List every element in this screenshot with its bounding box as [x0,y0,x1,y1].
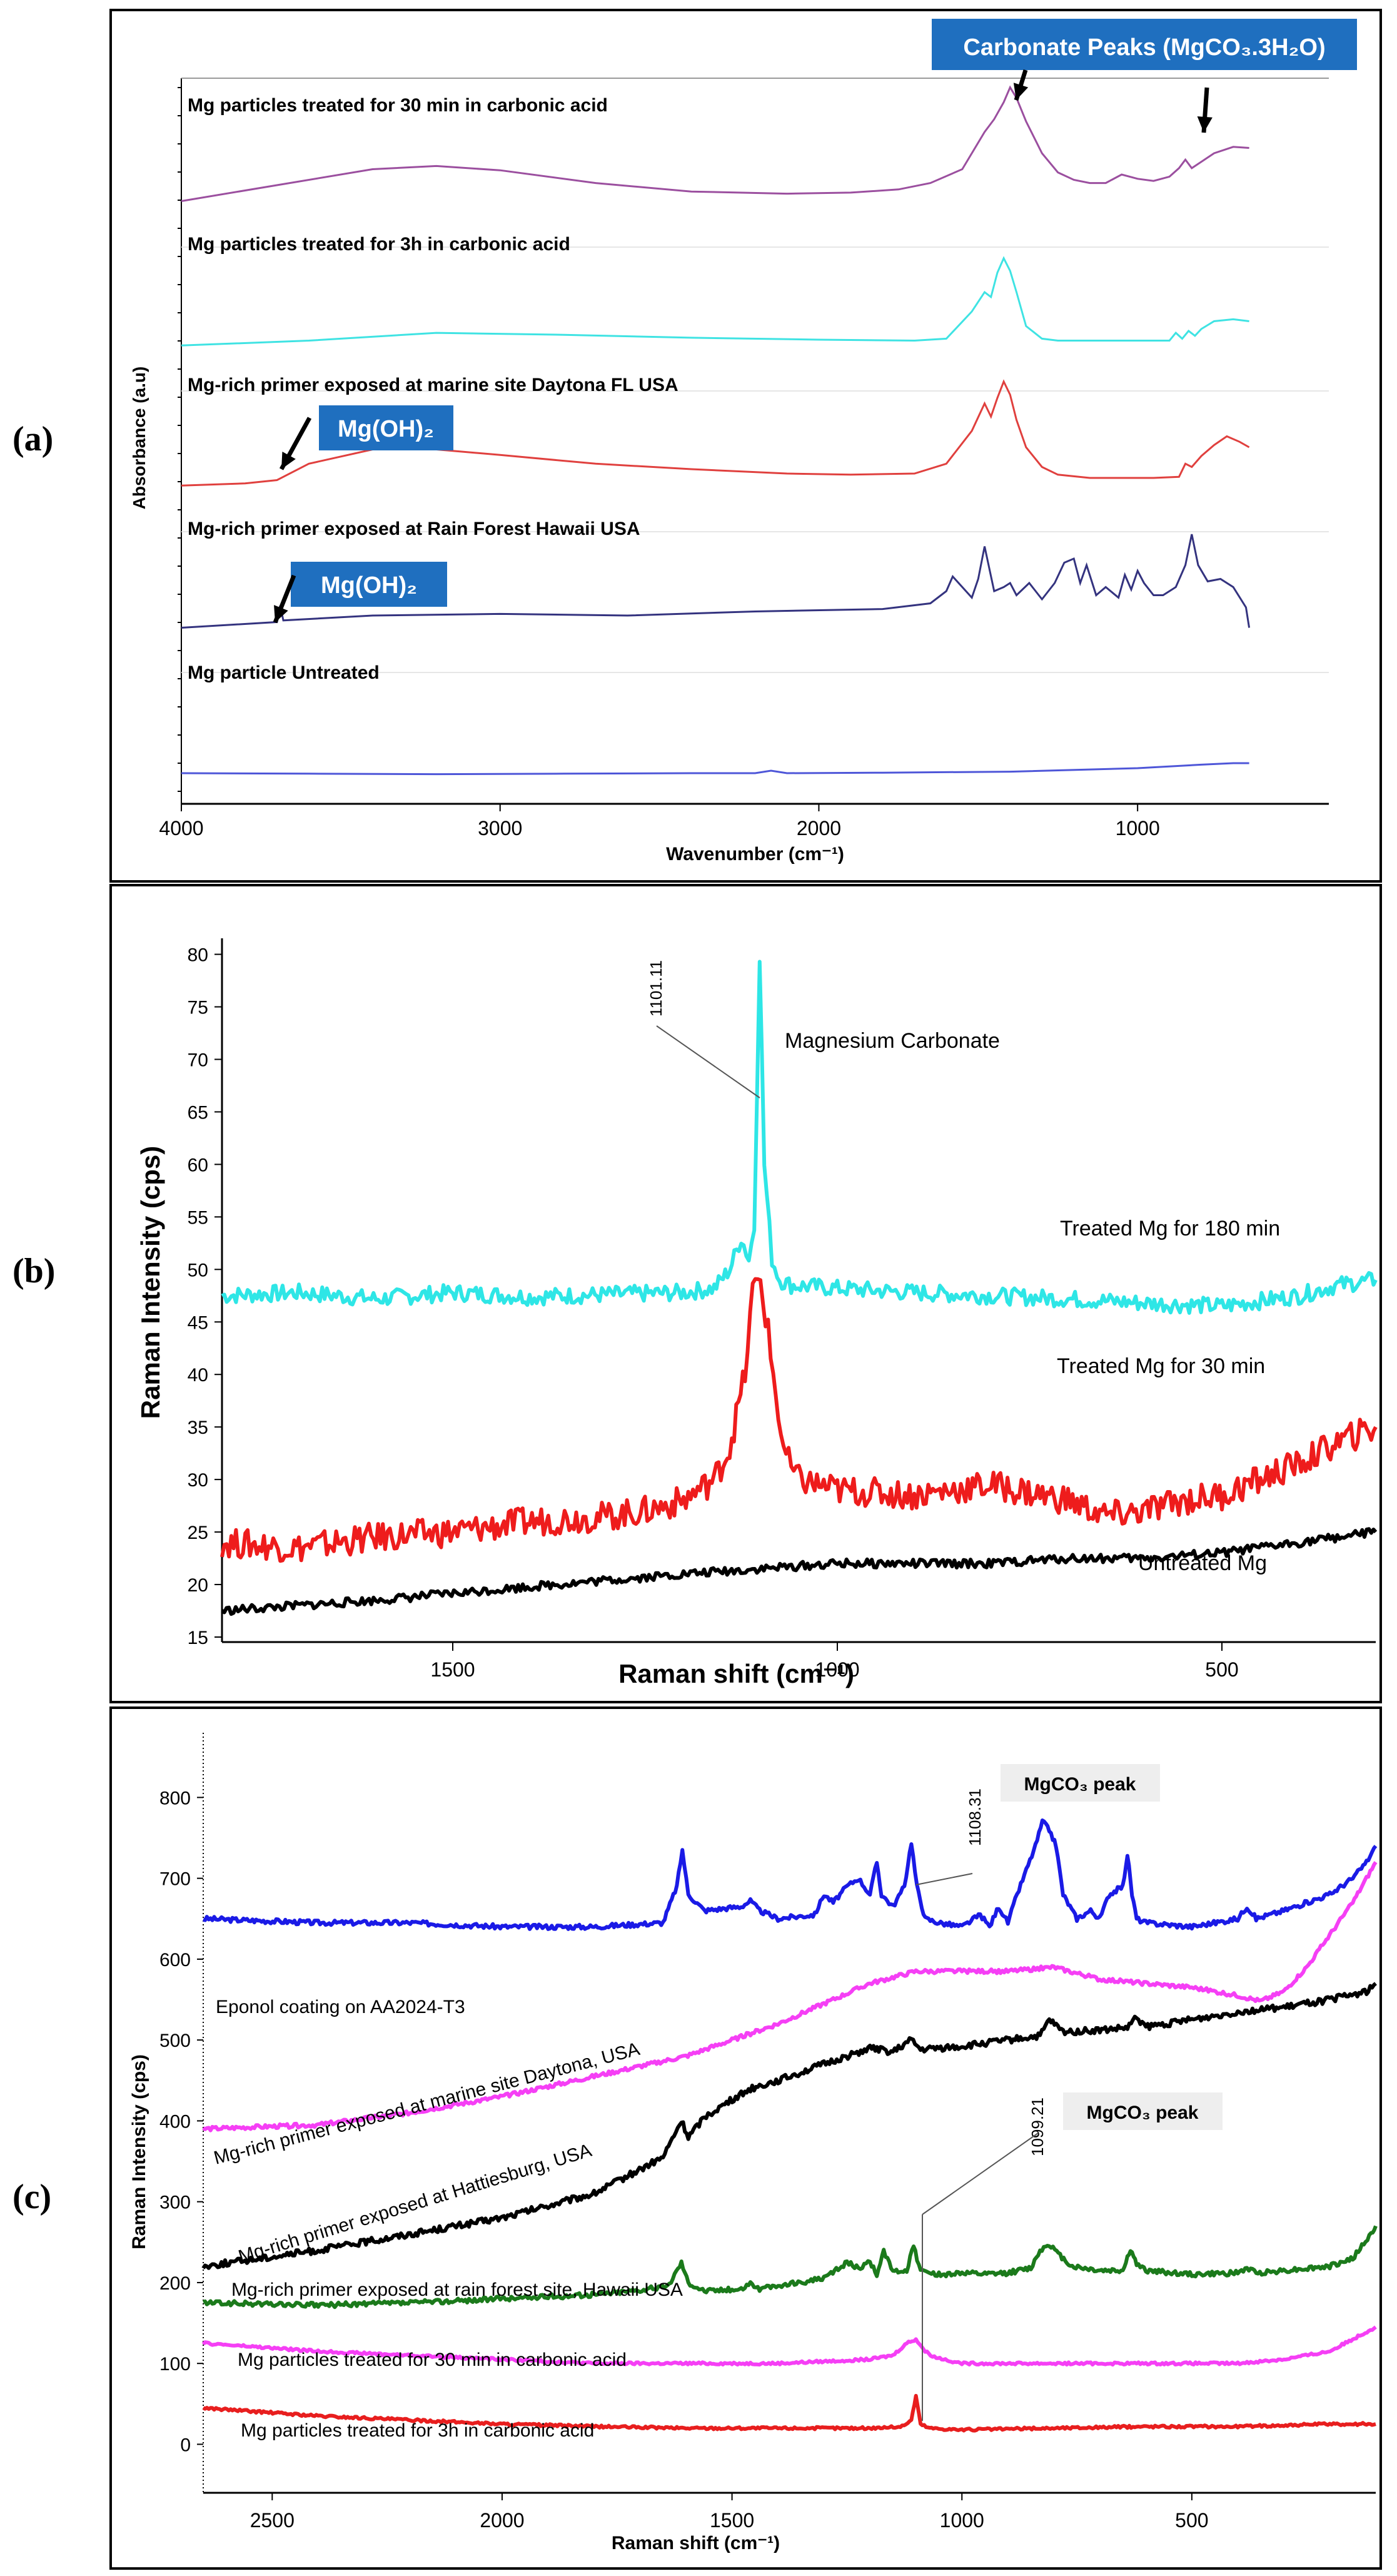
panel-a-series-label: Mg-rich primer exposed at marine site Da… [188,375,678,395]
panel-c-series-label: Eponol coating on AA2024-T3 [216,1997,465,2017]
panel-label-c: (c) [13,2178,52,2216]
panel-b-y-tick-label: 45 [188,1312,208,1333]
panel-a-x-tick-label: 1000 [1116,817,1160,839]
magnesium-carbonate-label: Magnesium Carbonate [785,1029,1000,1053]
panel-b-y-tick-label: 75 [188,998,208,1018]
panel-c-x-tick-label: 500 [1175,2509,1208,2532]
panel-b-x-tick-label: 1000 [815,1658,859,1681]
panel-b-y-tick-label: 65 [188,1102,208,1123]
annotation-box [932,19,1357,70]
panel-b-y-tick-label: 40 [188,1365,208,1386]
peak-leader-line [915,1873,973,1885]
mgco3-peak-label: MgCO₃ peak [1024,1774,1136,1795]
panel-a-x-label: Wavenumber (cm⁻¹) [666,844,844,865]
carbonate-arrow-head [1197,116,1213,133]
panel-a-series-line [181,762,1249,776]
panel-label-b: (b) [13,1252,56,1291]
annotation-box [319,405,453,450]
panel-a-series-line [181,85,1249,202]
mgoh2-arrow-head [281,452,296,469]
panel-label-a: (a) [13,420,54,459]
panel-b-y-tick-label: 70 [188,1050,208,1070]
mgoh2-annotation: Mg(OH)₂ [338,416,434,442]
carbonate-arrow-head [1013,83,1029,100]
panel-c-series-line [202,1861,1378,2132]
panel-c-y-tick-label: 300 [159,2193,191,2213]
panel-b-y-tick-label: 20 [188,1575,208,1596]
panel-c-y-tick-label: 0 [180,2435,191,2455]
panel-c-x-tick-label: 2500 [250,2509,295,2532]
panel-b-y-tick-label: 50 [188,1260,208,1280]
peak-leader-line [922,2132,1039,2215]
panel-b-series-line [221,960,1378,1315]
panel-b-y-tick-label: 25 [188,1523,208,1543]
peak-leader-line [656,1025,760,1098]
panel-c-y-label: Raman Intensity (cps) [129,2054,149,2249]
panel-a-x-tick-label: 3000 [478,817,522,839]
panel-a-series-label: Mg particles treated for 30 min in carbo… [188,95,608,116]
panel-b-series-label: Treated Mg for 180 min [1060,1217,1280,1240]
panel-b-series-line [220,1277,1378,1563]
panel-c-series-line [202,2225,1378,2310]
panel-a-x-tick-label: 4000 [159,817,203,839]
annotation-box [291,562,447,607]
peak-position-label: 1099.21 [1028,2097,1047,2156]
panel-b-series-label: Treated Mg for 30 min [1057,1354,1265,1378]
peak-position-label: 1108.31 [966,1788,984,1846]
panel-a-series-line [181,534,1251,629]
panel-b-y-tick-label: 30 [188,1470,208,1491]
panel-a-series-line [181,256,1249,347]
panel-b-x-label: Raman shift (cm⁻¹) [618,1659,854,1688]
panel-b-x-tick-label: 500 [1205,1658,1238,1681]
panel-a-x-tick-label: 2000 [797,817,841,839]
panel-c-series-label: Mg-rich primer exposed at rain forest si… [231,2279,683,2300]
annotation-box [1001,1764,1160,1802]
panel-b-y-tick-label: 55 [188,1207,208,1228]
annotation-box [1063,2092,1223,2130]
panel-c-y-tick-label: 400 [159,2111,191,2132]
panel-c-x-label: Raman shift (cm⁻¹) [612,2533,780,2553]
panel-c-series-line [202,2393,1376,2433]
panel-b-y-tick-label: 35 [188,1417,208,1438]
panel-a-series-line [181,379,1250,487]
panel-b-series-line [221,1527,1378,1616]
panel-b-y-label: Raman Intensity (cps) [136,1146,165,1419]
panel-c-y-tick-label: 100 [159,2354,191,2375]
panel-c-x-tick-label: 2000 [480,2509,524,2532]
panel-c-series-line [203,1818,1378,1931]
panel-c-y-tick-label: 800 [159,1788,191,1808]
panel-c-y-tick-label: 500 [159,2031,191,2051]
panel-c-y-tick-label: 200 [159,2273,191,2294]
panel-a-series-label: Mg particles treated for 3h in carbonic … [188,234,570,255]
mgoh2-annotation: Mg(OH)₂ [321,572,417,599]
panel-c-x-tick-label: 1000 [940,2509,984,2532]
panel-c-series-line [201,1982,1377,2270]
panel-b-series-label: Untreated Mg [1138,1551,1267,1575]
panel-c-series-label: Mg particles treated for 30 min in carbo… [238,2350,627,2370]
carbonate-peaks-annotation: Carbonate Peaks (MgCO₃.3H₂O) [963,34,1325,61]
panel-b-y-tick-label: 60 [188,1155,208,1175]
panel-a-series-label: Mg particle Untreated [188,662,380,683]
panel-c-y-tick-label: 600 [159,1950,191,1970]
mgco3-peak-label: MgCO₃ peak [1087,2102,1199,2123]
panel-b-x-tick-label: 1500 [430,1658,475,1681]
panel-b-y-tick-label: 15 [188,1628,208,1648]
panel-c-series-label: Mg particles treated for 3h in carbonic … [241,2420,594,2441]
panel-a-series-label: Mg-rich primer exposed at Rain Forest Ha… [188,519,640,539]
panel-c-y-tick-label: 700 [159,1869,191,1890]
mgoh2-arrow-head [274,605,288,622]
panel-c-series-line [201,2325,1377,2367]
panel-a-y-label: Absorbance (a.u) [129,367,149,510]
panel-b-y-tick-label: 80 [188,945,208,966]
panel-c-x-tick-label: 1500 [710,2509,754,2532]
peak-position-label: 1101.11 [647,960,665,1017]
